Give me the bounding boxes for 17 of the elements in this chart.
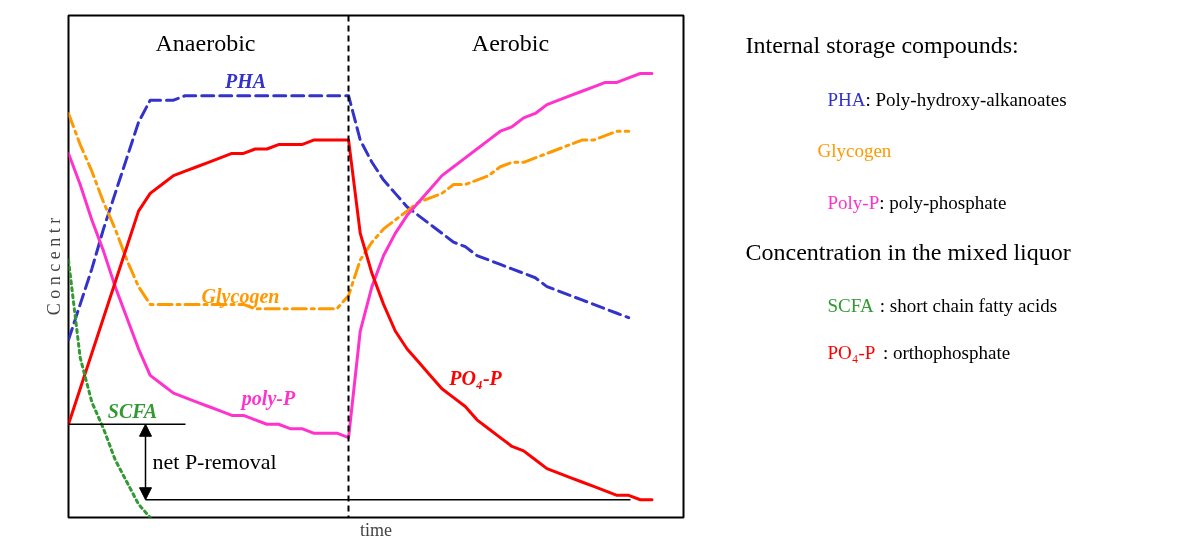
text: SCFA : short chain fatty acids xyxy=(827,295,1058,317)
text: Internal storage compounds: xyxy=(745,32,1019,59)
series-label: Glycogen xyxy=(201,284,280,308)
text: Glycogen xyxy=(817,139,892,161)
annotation: net P-removal xyxy=(152,449,277,474)
text: PHA: Poly-hydroxy-alkanoates xyxy=(827,88,1067,110)
text: Concentration in the mixed liquor xyxy=(745,238,1071,265)
series-label: SCFA xyxy=(107,399,158,422)
series-label: PO₄-P xyxy=(448,366,503,389)
series-label: PHA xyxy=(223,69,267,92)
series-label: poly-P xyxy=(239,386,296,410)
text: Aerobic xyxy=(471,29,550,56)
x-axis-title: time xyxy=(360,519,393,540)
text: Poly-P: poly-phosphate xyxy=(827,191,1007,213)
text: PO₄-P : orthophosphate xyxy=(827,341,1011,363)
text: Anaerobic xyxy=(155,29,256,56)
y-axis-title: C o n c e n t r xyxy=(43,217,64,316)
